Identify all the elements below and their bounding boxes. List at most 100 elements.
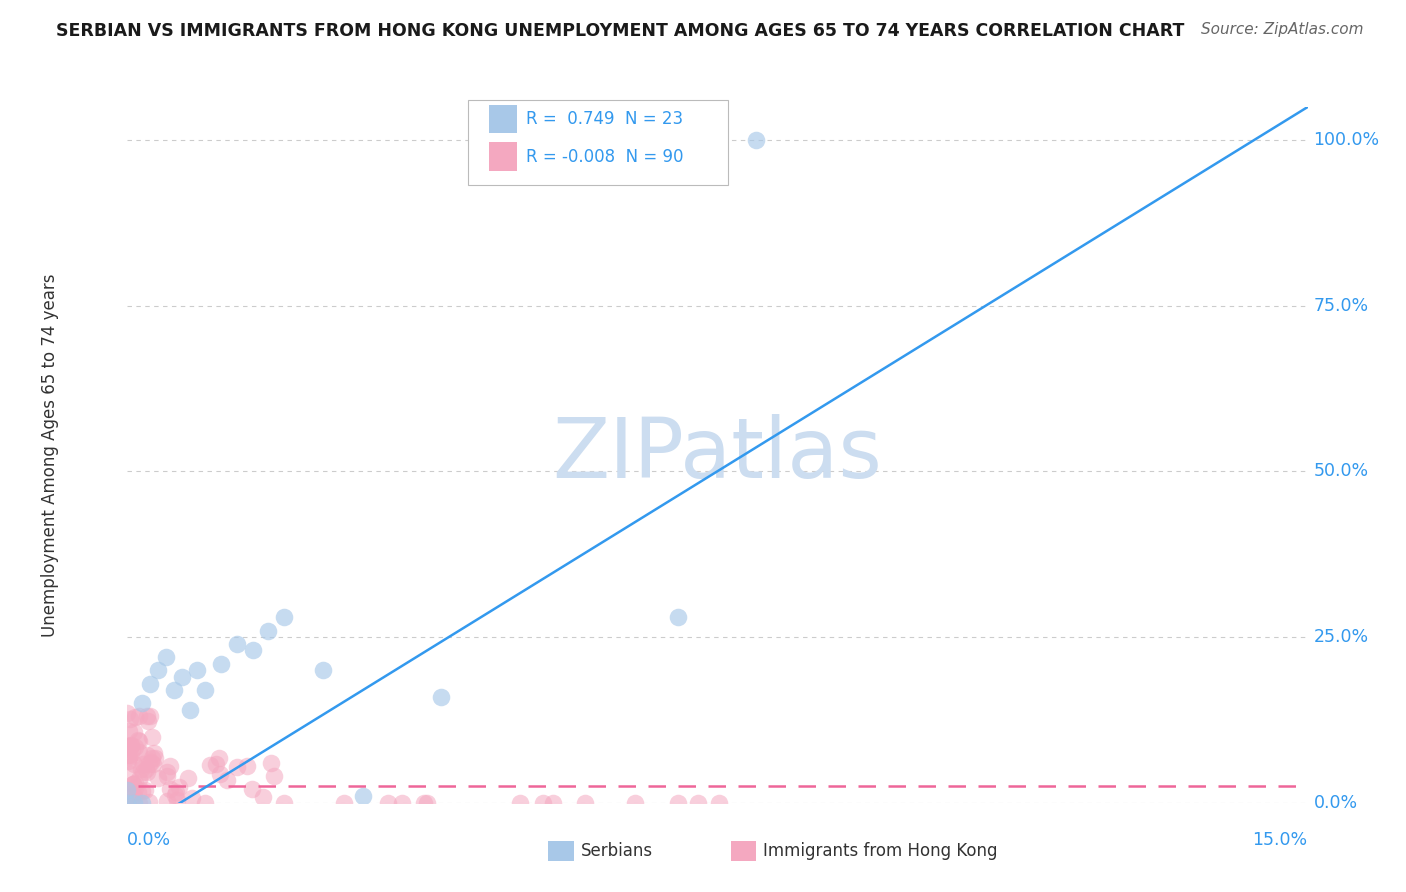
Point [124, 796, 146, 810]
Point [128, 772, 150, 786]
Text: 100.0%: 100.0% [1313, 131, 1379, 149]
Point [120, 739, 142, 754]
Point [117, 754, 139, 768]
Point [118, 749, 141, 764]
Point [124, 710, 146, 724]
Point [165, 785, 187, 799]
Point [165, 788, 187, 802]
Point [121, 777, 143, 791]
Text: 15.0%: 15.0% [1253, 830, 1308, 848]
Point [143, 751, 166, 765]
Point [131, 796, 153, 810]
Point [430, 690, 453, 704]
Point [142, 756, 165, 771]
Point [159, 781, 181, 796]
Point [121, 789, 143, 804]
Point [186, 663, 208, 677]
Point [143, 747, 166, 761]
Point [127, 784, 149, 798]
Point [352, 789, 374, 804]
Point [163, 683, 186, 698]
Point [124, 740, 146, 755]
Point [117, 739, 139, 753]
Point [531, 796, 554, 810]
Text: 25.0%: 25.0% [1313, 628, 1368, 646]
Point [117, 739, 139, 754]
Text: 75.0%: 75.0% [1313, 297, 1368, 315]
Point [574, 796, 596, 810]
Point [226, 760, 249, 774]
Point [115, 796, 138, 810]
Text: SERBIAN VS IMMIGRANTS FROM HONG KONG UNEMPLOYMENT AMONG AGES 65 TO 74 YEARS CORR: SERBIAN VS IMMIGRANTS FROM HONG KONG UNE… [56, 22, 1185, 40]
Point [128, 734, 150, 748]
Point [541, 796, 564, 810]
Point [240, 781, 263, 796]
Point [120, 767, 142, 781]
Point [128, 796, 150, 810]
Point [666, 610, 689, 624]
Point [198, 758, 221, 772]
Point [273, 610, 295, 624]
Point [138, 795, 160, 809]
Point [377, 796, 399, 810]
Point [509, 796, 531, 810]
Text: Source: ZipAtlas.com: Source: ZipAtlas.com [1201, 22, 1364, 37]
Point [205, 756, 228, 771]
Point [170, 670, 193, 684]
Text: R =  0.749  N = 23: R = 0.749 N = 23 [526, 110, 683, 128]
Point [707, 796, 730, 810]
Point [412, 796, 434, 810]
Point [209, 767, 232, 781]
Point [120, 738, 142, 752]
Point [167, 780, 190, 794]
Text: Immigrants from Hong Kong: Immigrants from Hong Kong [763, 842, 998, 860]
Point [141, 730, 163, 744]
Point [159, 759, 181, 773]
Point [194, 796, 217, 810]
Point [263, 768, 285, 782]
Point [124, 780, 146, 795]
Point [333, 796, 356, 810]
Point [141, 750, 163, 764]
Point [236, 759, 259, 773]
Point [131, 697, 153, 711]
Point [179, 703, 201, 717]
Point [416, 796, 439, 810]
Text: 0.0%: 0.0% [127, 830, 170, 848]
Point [273, 796, 295, 810]
Point [128, 708, 150, 723]
Point [115, 782, 138, 797]
Point [131, 784, 153, 798]
Point [208, 751, 231, 765]
Point [122, 789, 145, 804]
Point [122, 756, 145, 771]
Point [136, 748, 159, 763]
Text: R = -0.008  N = 90: R = -0.008 N = 90 [526, 148, 683, 166]
Text: 0.0%: 0.0% [1313, 794, 1358, 812]
Point [225, 637, 247, 651]
Point [118, 747, 141, 762]
Point [135, 765, 157, 780]
Point [128, 745, 150, 759]
Point [136, 714, 159, 728]
Point [121, 742, 143, 756]
Point [745, 133, 768, 147]
Point [139, 676, 162, 690]
Point [155, 650, 177, 665]
Point [117, 739, 139, 753]
Point [136, 709, 159, 723]
Point [391, 796, 413, 810]
Point [146, 663, 169, 677]
Point [122, 725, 145, 739]
Point [257, 624, 280, 638]
Point [312, 663, 335, 677]
Point [139, 756, 162, 770]
Point [181, 791, 204, 805]
Point [135, 762, 157, 776]
Point [209, 657, 232, 671]
Point [666, 796, 689, 810]
Point [156, 769, 179, 783]
Point [139, 709, 162, 723]
Point [121, 787, 143, 801]
Point [217, 772, 239, 787]
